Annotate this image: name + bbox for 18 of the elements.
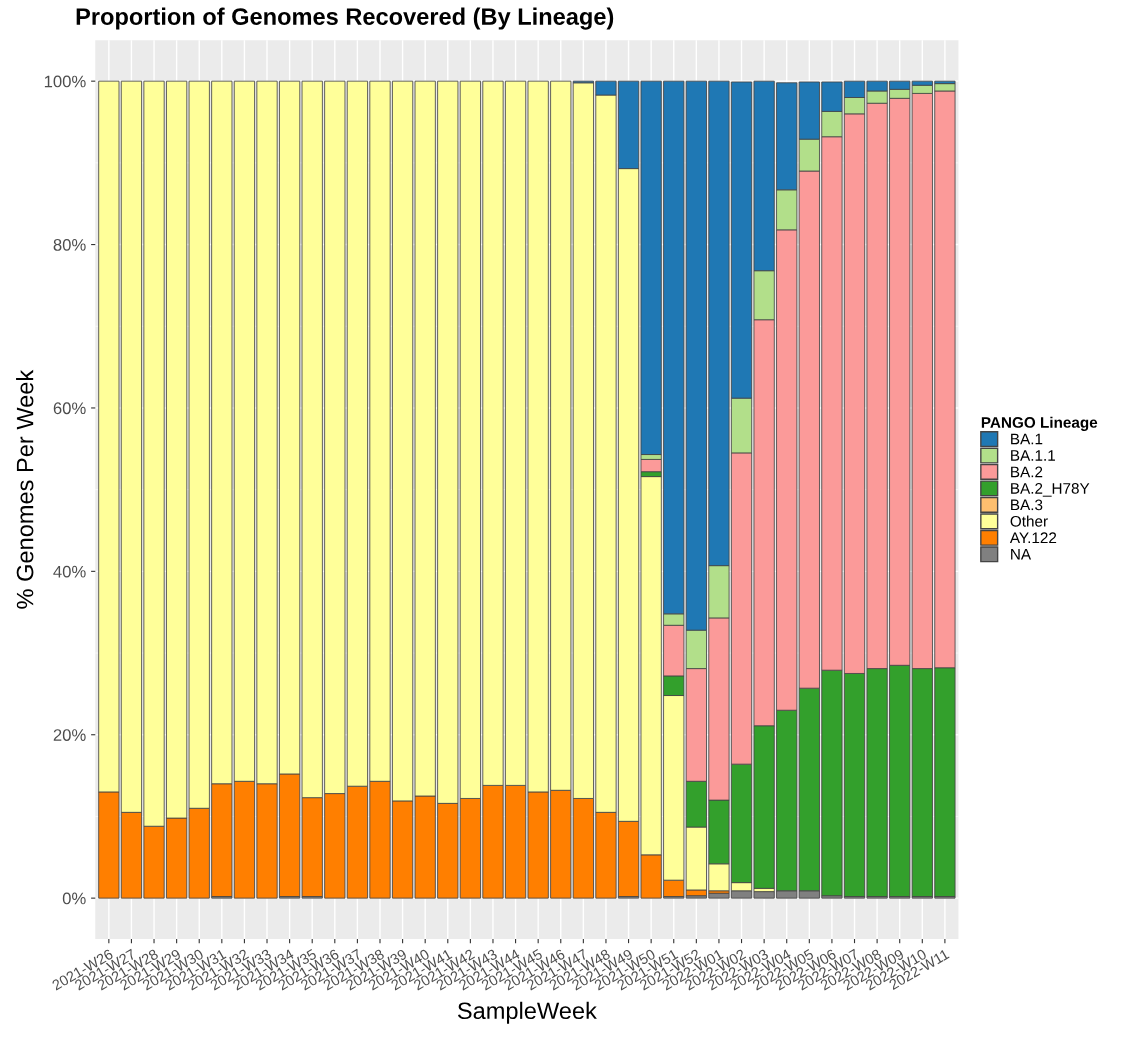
- y-axis-title: % Genomes Per Week: [16, 369, 34, 609]
- legend-label: BA.3: [1011, 499, 1043, 511]
- y-tick-label: 40%: [53, 565, 86, 578]
- legend-label: BA.2_H78Y: [1011, 482, 1090, 497]
- legend-label: NA: [1011, 548, 1032, 560]
- legend-label: BA.1.1: [1011, 450, 1055, 461]
- legend-label: BA.2: [1011, 466, 1043, 478]
- y-tick-label: 60%: [53, 402, 86, 415]
- y-tick-label: 20%: [53, 729, 86, 741]
- legend-label: AY.122: [1009, 532, 1057, 544]
- x-axis-title: SampleWeek: [457, 1001, 597, 1024]
- legend-label: BA.1: [1011, 433, 1043, 445]
- y-tick-label: 100%: [44, 75, 86, 88]
- legend-title: PANGO Lineage: [981, 416, 1098, 431]
- y-tick-label: 80%: [53, 238, 86, 251]
- legend-label: Other: [1010, 515, 1048, 527]
- y-tick-label: 0%: [62, 892, 86, 905]
- chart-title: Proportion of Genomes Recovered (By Lineage): [76, 7, 614, 30]
